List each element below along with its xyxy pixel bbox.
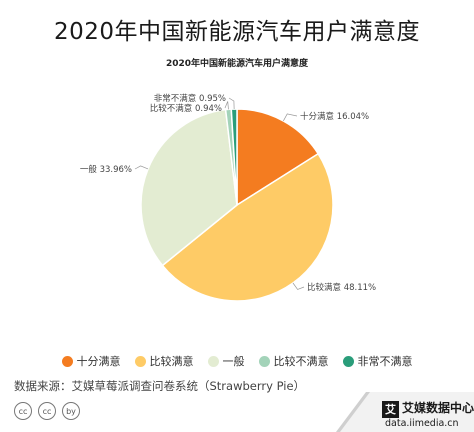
brand-banner-shape	[336, 392, 474, 432]
license-icons: cc cc by	[14, 402, 80, 420]
chart-title: 2020年中国新能源汽车用户满意度	[165, 59, 309, 69]
data-source-note: 数据来源：艾媒草莓派调查问卷系统（Strawberry Pie）	[14, 379, 306, 393]
slice-label-1: 比较满意 48.11%	[307, 282, 376, 293]
legend-item-1: 比较满意	[134, 353, 194, 369]
cc-icon: cc	[14, 402, 32, 420]
legend-label-0: 十分满意	[76, 355, 121, 368]
brand-url: data.iimedia.cn	[385, 418, 459, 429]
leader-line-3	[224, 101, 229, 110]
slice-label-4: 非常不满意 0.95%	[154, 93, 226, 104]
legend-label-4: 非常不满意	[357, 355, 413, 368]
leader-line-1	[292, 282, 305, 290]
pie-slice-4	[230, 108, 238, 206]
legend-item-3: 比较不满意	[258, 353, 329, 369]
cc-icon: cc	[38, 402, 56, 420]
slice-label-2: 一般 33.96%	[80, 164, 132, 175]
pie-chart: 十分满意 16.04% 比较满意 48.11% 一般 33.96% 比较不满意 0.9…	[80, 93, 376, 302]
brand-banner	[336, 392, 474, 432]
legend-label-3: 比较不满意	[273, 355, 329, 368]
legend-swatch-0	[61, 355, 73, 367]
legend-swatch-3	[258, 355, 270, 367]
leader-line-0	[283, 113, 298, 122]
chart-legend: 十分满意 比较满意 一般 比较不满意 非常不满意	[0, 353, 474, 369]
legend-label-2: 一般	[222, 355, 245, 368]
legend-swatch-4	[342, 355, 354, 367]
legend-swatch-1	[134, 355, 146, 367]
brand-name: 艾媒数据中心	[402, 401, 474, 415]
legend-item-2: 一般	[207, 353, 245, 369]
legend-swatch-2	[207, 355, 219, 367]
legend-label-1: 比较满意	[149, 355, 194, 368]
leader-line-4	[228, 97, 235, 110]
legend-item-0: 十分满意	[61, 353, 121, 369]
page-title: 2020年中国新能源汽车用户满意度	[53, 19, 421, 45]
brand-logo: 艾	[382, 401, 399, 418]
slice-label-0: 十分满意 16.04%	[300, 111, 369, 122]
attribution-icon: by	[62, 402, 80, 420]
leader-line-2	[134, 165, 149, 170]
slice-label-3: 比较不满意 0.94%	[150, 103, 222, 114]
legend-item-4: 非常不满意	[342, 353, 413, 369]
